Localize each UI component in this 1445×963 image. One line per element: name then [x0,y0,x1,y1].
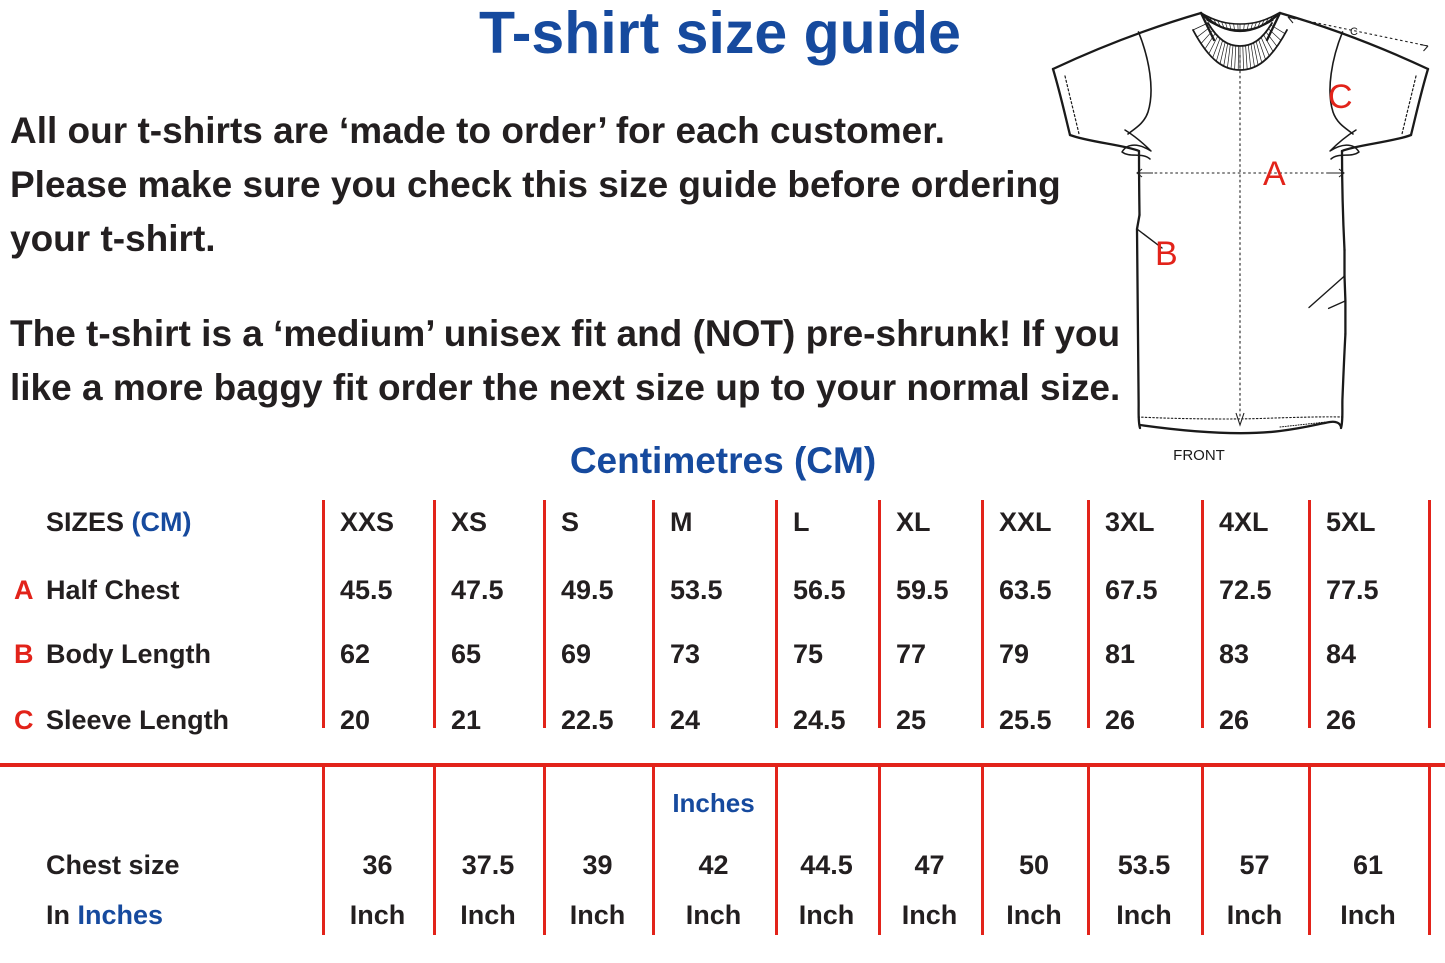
svg-text:A: A [1263,155,1286,193]
svg-text:C: C [1328,78,1353,116]
svg-text:FRONT: FRONT [1173,447,1225,464]
svg-text:C: C [1350,26,1358,38]
svg-text:B: B [1155,235,1178,273]
